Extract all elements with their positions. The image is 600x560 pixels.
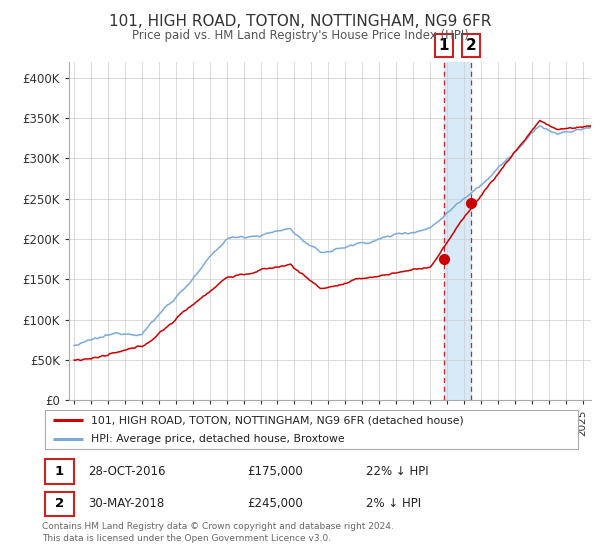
Text: 101, HIGH ROAD, TOTON, NOTTINGHAM, NG9 6FR: 101, HIGH ROAD, TOTON, NOTTINGHAM, NG9 6…: [109, 14, 491, 29]
Text: 28-OCT-2016: 28-OCT-2016: [88, 465, 166, 478]
Text: Contains HM Land Registry data © Crown copyright and database right 2024.
This d: Contains HM Land Registry data © Crown c…: [42, 522, 394, 543]
Text: Price paid vs. HM Land Registry's House Price Index (HPI): Price paid vs. HM Land Registry's House …: [131, 29, 469, 42]
Text: £175,000: £175,000: [247, 465, 303, 478]
Text: 30-MAY-2018: 30-MAY-2018: [88, 497, 164, 510]
Text: HPI: Average price, detached house, Broxtowe: HPI: Average price, detached house, Brox…: [91, 435, 344, 445]
Text: 2% ↓ HPI: 2% ↓ HPI: [366, 497, 421, 510]
Text: 101, HIGH ROAD, TOTON, NOTTINGHAM, NG9 6FR (detached house): 101, HIGH ROAD, TOTON, NOTTINGHAM, NG9 6…: [91, 415, 463, 425]
Text: 22% ↓ HPI: 22% ↓ HPI: [366, 465, 428, 478]
Text: 1: 1: [439, 38, 449, 53]
FancyBboxPatch shape: [45, 459, 74, 484]
Text: 1: 1: [55, 465, 64, 478]
FancyBboxPatch shape: [45, 410, 578, 449]
Text: 2: 2: [466, 38, 476, 53]
Text: 2: 2: [55, 497, 64, 510]
Text: £245,000: £245,000: [247, 497, 303, 510]
Bar: [444, 62, 471, 400]
FancyBboxPatch shape: [45, 492, 74, 516]
